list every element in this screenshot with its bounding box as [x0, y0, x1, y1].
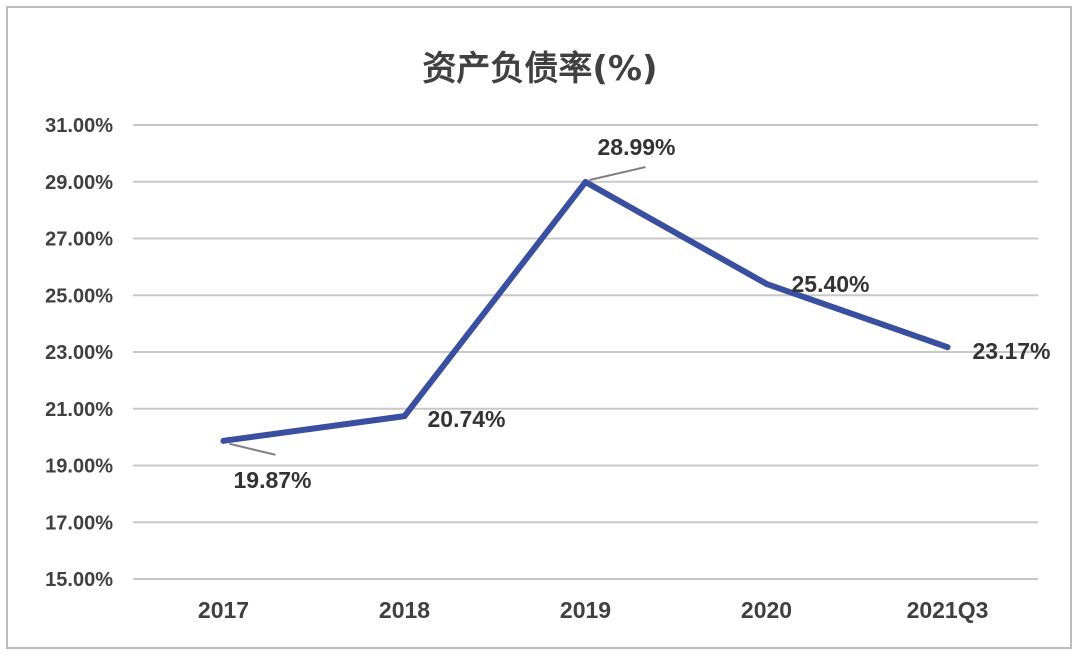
data-label: 20.74%	[428, 406, 506, 432]
data-label: 25.40%	[792, 271, 870, 297]
data-point	[763, 280, 770, 287]
y-tick-label: 31.00%	[45, 115, 113, 137]
x-tick-label: 2018	[379, 597, 430, 623]
y-tick-label: 21.00%	[45, 399, 113, 421]
data-point	[944, 344, 951, 351]
leader-line	[589, 166, 646, 182]
x-axis-ticks: 2017 2018 2019 2020 2021Q3	[198, 597, 989, 623]
gridlines	[133, 124, 1038, 580]
chart-title: 资产负债率(%)	[422, 49, 657, 89]
y-tick-label: 17.00%	[45, 512, 113, 534]
y-tick-label: 29.00%	[45, 172, 113, 194]
x-tick-label: 2020	[741, 597, 792, 623]
data-point	[220, 437, 227, 444]
y-tick-label: 27.00%	[45, 229, 113, 251]
data-label: 23.17%	[973, 338, 1051, 364]
y-tick-label: 15.00%	[45, 569, 113, 591]
data-label: 19.87%	[234, 467, 312, 493]
y-tick-label: 19.00%	[45, 456, 113, 478]
x-tick-label: 2019	[560, 597, 611, 623]
x-tick-label: 2017	[198, 597, 249, 623]
y-tick-label: 23.00%	[45, 342, 113, 364]
data-label: 28.99%	[598, 134, 676, 160]
series-layer	[220, 179, 951, 444]
data-point	[582, 179, 589, 186]
data-point	[401, 413, 408, 420]
series-line	[220, 179, 951, 444]
y-tick-label: 25.00%	[45, 285, 113, 307]
x-tick-label: 2021Q3	[907, 597, 989, 623]
leader-line	[229, 442, 276, 456]
data-labels: 19.87% 20.74% 28.99% 25.40% 23.17%	[229, 134, 1051, 493]
y-axis-ticks: 15.00% 17.00% 19.00% 21.00% 23.00% 25.00% 27.0…	[45, 115, 113, 591]
